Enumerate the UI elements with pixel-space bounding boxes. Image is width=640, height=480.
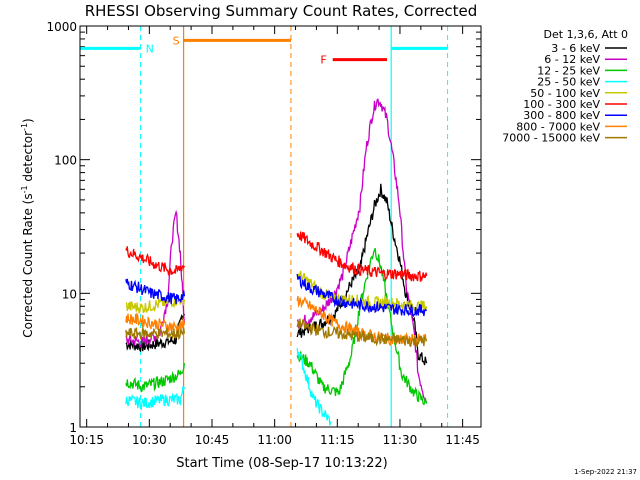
annotation-markers: N S F bbox=[80, 26, 449, 427]
series-line bbox=[296, 274, 428, 318]
series-line bbox=[125, 209, 186, 349]
y-axis-label: Corrected Count Rate (s-1 detector-1) bbox=[20, 118, 35, 337]
x-tick-label: 10:30 bbox=[132, 433, 167, 447]
y-tick-label: 1 bbox=[69, 421, 77, 435]
annotation-label: N bbox=[146, 42, 154, 55]
y-axis-label-base: Corrected Count Rate (s bbox=[21, 193, 35, 337]
series-line bbox=[296, 231, 428, 283]
timestamp: 1-Sep-2022 21:37 bbox=[574, 468, 637, 476]
series-line bbox=[296, 98, 428, 404]
series-line bbox=[296, 296, 428, 346]
legend-label: 25 - 50 keV bbox=[537, 76, 600, 89]
x-tick-label: 10:15 bbox=[69, 433, 104, 447]
x-tick-label: 11:30 bbox=[383, 433, 418, 447]
y-axis-label-mid: detector bbox=[21, 131, 35, 186]
series-line bbox=[296, 248, 428, 406]
legend-label: 7000 - 15000 keV bbox=[502, 132, 600, 145]
chart-title: RHESSI Observing Summary Count Rates, Co… bbox=[85, 2, 478, 20]
x-tick-label: 10:45 bbox=[195, 433, 230, 447]
series-line bbox=[125, 246, 185, 277]
annotation-label: S bbox=[173, 34, 180, 47]
y-tick-label: 100 bbox=[54, 154, 77, 168]
annotation-label: F bbox=[320, 54, 326, 67]
legend-label: 3 - 6 keV bbox=[551, 42, 600, 55]
legend-label: 800 - 7000 keV bbox=[516, 120, 600, 133]
x-axis-label: Start Time (08-Sep-17 10:13:22) bbox=[176, 456, 387, 471]
series-lines bbox=[125, 98, 428, 426]
y-tick-label: 10 bbox=[62, 287, 77, 301]
legend-label: 300 - 800 keV bbox=[523, 109, 600, 122]
x-tick-label: 11:45 bbox=[445, 433, 480, 447]
series-line bbox=[125, 278, 186, 305]
axes-frame bbox=[79, 25, 482, 428]
series-line bbox=[125, 363, 186, 393]
series-line bbox=[125, 386, 186, 411]
x-axis-ticks: 10:15 10:30 10:45 11:00 11:15 11:30 11:45 bbox=[69, 26, 480, 447]
y-axis-label-end: ) bbox=[21, 118, 35, 123]
y-axis-label-sup2: -1 bbox=[20, 123, 29, 131]
series-line bbox=[125, 325, 186, 341]
y-axis-label-sup1: -1 bbox=[20, 185, 29, 193]
legend-label: 6 - 12 keV bbox=[544, 53, 600, 66]
legend-label: 12 - 25 keV bbox=[537, 64, 600, 77]
legend-label: 50 - 100 keV bbox=[530, 87, 600, 100]
legend-label: 100 - 300 keV bbox=[523, 98, 600, 111]
x-tick-label: 11:15 bbox=[320, 433, 355, 447]
series-line bbox=[296, 348, 332, 426]
y-tick-label: 1000 bbox=[46, 20, 77, 34]
y-axis-ticks: 1 10 100 1000 bbox=[46, 20, 481, 435]
legend-header: Det 1,3,6, Att 0 bbox=[544, 28, 628, 41]
series-line bbox=[125, 311, 186, 334]
x-tick-label: 11:00 bbox=[257, 433, 292, 447]
series-line bbox=[296, 318, 428, 348]
plot-area: 10:15 10:30 10:45 11:00 11:15 11:30 11:45 1101… bbox=[46, 20, 482, 447]
